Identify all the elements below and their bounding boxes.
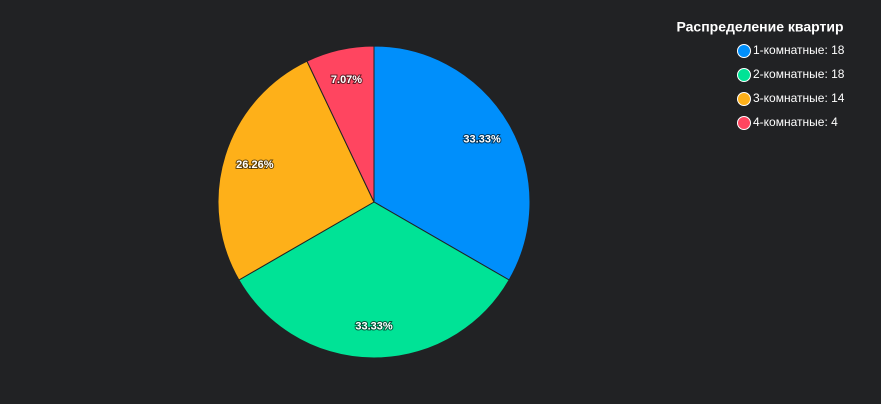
data-label: 7.07% bbox=[331, 74, 362, 86]
legend-label: 2-комнатные: 18 bbox=[753, 67, 845, 81]
legend-label: 1-комнатные: 18 bbox=[753, 43, 845, 57]
legend-label: 4-комнатные: 4 bbox=[753, 115, 838, 129]
data-label: 33.33% bbox=[355, 321, 393, 333]
legend-label: 3-комнатные: 14 bbox=[753, 91, 845, 105]
data-label: 26.26% bbox=[236, 159, 274, 171]
legend-marker bbox=[737, 92, 751, 106]
legend-marker bbox=[737, 68, 751, 82]
chart-title: Распределение квартир bbox=[676, 19, 843, 35]
data-label: 33.33% bbox=[463, 134, 501, 146]
pie-slice bbox=[373, 45, 531, 281]
pie-slice bbox=[217, 60, 375, 281]
pie-slice bbox=[306, 45, 375, 203]
legend-marker bbox=[737, 116, 751, 130]
legend-marker bbox=[737, 44, 751, 58]
